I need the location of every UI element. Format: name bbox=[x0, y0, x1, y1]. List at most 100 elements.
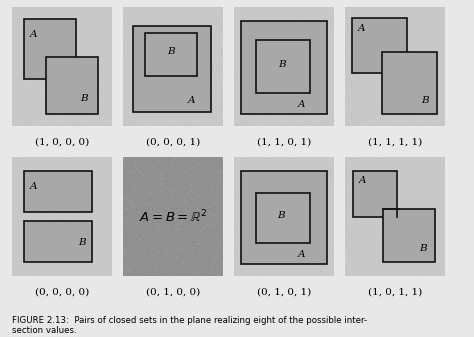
Point bbox=[37, 84, 45, 89]
Point bbox=[210, 66, 217, 71]
Point bbox=[265, 187, 273, 192]
Point bbox=[377, 224, 384, 229]
Point bbox=[44, 212, 52, 218]
Point bbox=[235, 267, 243, 272]
Point bbox=[349, 200, 357, 205]
Point bbox=[288, 216, 295, 221]
Point bbox=[102, 202, 110, 207]
Point bbox=[293, 241, 301, 247]
Point bbox=[281, 5, 289, 11]
Point bbox=[177, 68, 185, 73]
Point bbox=[20, 75, 27, 80]
Point bbox=[132, 158, 139, 163]
Point bbox=[96, 259, 104, 265]
Point bbox=[248, 269, 255, 275]
Point bbox=[53, 226, 60, 232]
Point bbox=[327, 24, 334, 30]
Point bbox=[17, 82, 24, 87]
Point bbox=[143, 194, 151, 200]
Point bbox=[344, 99, 352, 104]
Point bbox=[55, 123, 62, 128]
Point bbox=[67, 85, 74, 90]
Point bbox=[365, 44, 373, 50]
Point bbox=[423, 201, 430, 206]
Point bbox=[64, 222, 72, 227]
Point bbox=[17, 186, 25, 191]
Point bbox=[283, 91, 290, 96]
Point bbox=[353, 272, 361, 277]
Point bbox=[84, 233, 91, 238]
Point bbox=[64, 82, 72, 87]
Point bbox=[147, 52, 155, 58]
Point bbox=[83, 55, 91, 61]
Point bbox=[403, 185, 410, 190]
Point bbox=[375, 231, 383, 236]
Point bbox=[352, 107, 359, 112]
Point bbox=[302, 197, 310, 202]
Point bbox=[348, 200, 356, 205]
Point bbox=[181, 35, 189, 40]
Point bbox=[395, 254, 403, 259]
Point bbox=[141, 202, 149, 207]
Point bbox=[137, 20, 145, 25]
Point bbox=[341, 196, 349, 202]
Point bbox=[416, 12, 424, 17]
Point bbox=[259, 84, 267, 89]
Point bbox=[17, 239, 25, 245]
Point bbox=[232, 8, 239, 13]
Point bbox=[409, 44, 417, 50]
Point bbox=[128, 36, 136, 41]
Point bbox=[216, 59, 223, 65]
Point bbox=[172, 239, 179, 244]
Point bbox=[356, 41, 364, 46]
Point bbox=[191, 197, 199, 202]
Point bbox=[36, 56, 44, 61]
Point bbox=[414, 45, 422, 51]
Point bbox=[193, 58, 201, 63]
Point bbox=[285, 197, 293, 203]
Point bbox=[238, 267, 246, 272]
Point bbox=[131, 194, 139, 200]
Point bbox=[436, 254, 443, 260]
Point bbox=[292, 185, 300, 190]
Point bbox=[314, 243, 322, 248]
Point bbox=[377, 43, 385, 48]
Point bbox=[284, 168, 292, 173]
Point bbox=[101, 85, 109, 90]
Point bbox=[414, 163, 422, 168]
Point bbox=[306, 118, 314, 123]
Point bbox=[51, 158, 59, 163]
Point bbox=[407, 171, 415, 176]
Point bbox=[405, 251, 413, 257]
Point bbox=[313, 235, 320, 240]
Point bbox=[312, 183, 319, 188]
Point bbox=[155, 193, 163, 198]
Point bbox=[301, 21, 309, 27]
Point bbox=[140, 13, 148, 19]
Point bbox=[287, 73, 295, 79]
Point bbox=[201, 96, 208, 101]
Point bbox=[435, 59, 443, 64]
Point bbox=[243, 16, 251, 21]
Point bbox=[352, 181, 360, 187]
Point bbox=[423, 183, 430, 188]
Point bbox=[305, 238, 313, 243]
Point bbox=[209, 233, 217, 239]
Point bbox=[215, 254, 222, 259]
Point bbox=[418, 77, 426, 83]
Point bbox=[162, 110, 169, 115]
Point bbox=[146, 11, 153, 16]
Point bbox=[84, 91, 91, 96]
Point bbox=[414, 205, 422, 210]
Point bbox=[33, 53, 41, 58]
Point bbox=[178, 168, 185, 174]
Point bbox=[178, 254, 185, 259]
Point bbox=[104, 45, 111, 51]
Point bbox=[214, 120, 222, 125]
Point bbox=[416, 160, 423, 165]
Point bbox=[133, 202, 140, 208]
Point bbox=[14, 162, 21, 167]
Point bbox=[420, 10, 428, 15]
Point bbox=[250, 67, 257, 72]
Point bbox=[197, 184, 204, 189]
